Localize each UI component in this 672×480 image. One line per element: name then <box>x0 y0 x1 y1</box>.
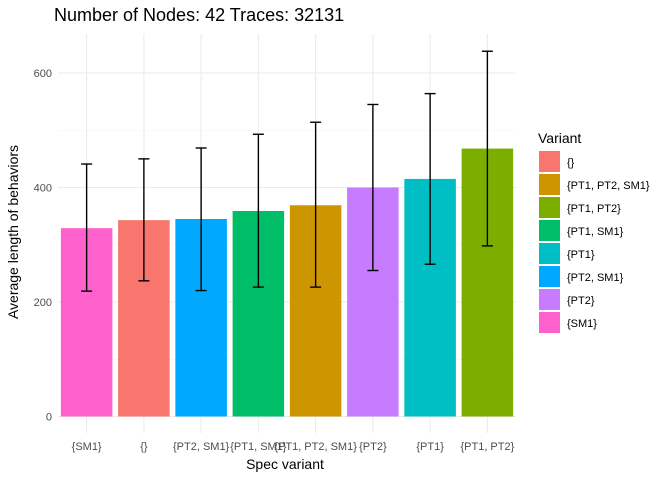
error-bar <box>138 158 150 282</box>
legend-swatch <box>539 174 560 195</box>
legend-swatch <box>539 197 560 218</box>
legend-label: {PT1, SM1} <box>567 226 624 238</box>
x-tick-label: {PT2, SM1} <box>173 441 230 453</box>
error-bar <box>195 147 207 292</box>
chart-title: Number of Nodes: 42 Traces: 32131 <box>54 5 344 25</box>
legend-swatch <box>539 266 560 287</box>
x-tick-label: {PT1, PT2} <box>460 441 514 453</box>
bars <box>60 148 514 417</box>
x-tick-label: {SM1} <box>72 441 102 453</box>
x-axis-title: Spec variant <box>246 456 324 472</box>
legend-label: {PT2} <box>567 295 595 307</box>
legend-swatch <box>539 312 560 333</box>
error-bar <box>81 163 93 292</box>
x-tick-label: {PT1} <box>416 441 444 453</box>
legend-label: {SM1} <box>567 318 597 330</box>
y-tick-label: 200 <box>34 297 52 309</box>
y-tick-label: 0 <box>46 412 52 424</box>
x-tick-label: {PT1, PT2, SM1} <box>274 441 357 453</box>
legend-label: {PT1, PT2} <box>567 203 621 215</box>
error-bars <box>81 50 493 292</box>
legend-item: {PT1} <box>539 243 595 264</box>
legend-label: {PT2, SM1} <box>567 272 624 284</box>
legend-item: {SM1} <box>539 312 597 333</box>
legend-label: {PT1, PT2, SM1} <box>567 180 650 192</box>
legend-swatch <box>539 243 560 264</box>
x-axis: {SM1} {} {PT2, SM1} {PT1, SM1}{PT1, PT2, SM… <box>72 441 515 453</box>
error-bar <box>310 121 322 288</box>
x-tick-label: {} <box>140 441 148 453</box>
error-bar <box>424 92 436 265</box>
legend-swatch <box>539 151 560 172</box>
y-axis: 0 200 400 600 <box>34 68 52 424</box>
legend-item: {PT1, PT2, SM1} <box>539 174 650 195</box>
legend-swatch <box>539 289 560 310</box>
x-tick-label: {PT2} <box>359 441 387 453</box>
y-axis-title: Average length of behaviors <box>5 145 21 319</box>
legend-item: {PT1, SM1} <box>539 220 624 241</box>
y-tick-label: 400 <box>34 183 52 195</box>
x-tick-label: {PT1, SM1} <box>230 441 287 453</box>
error-bar <box>367 103 379 272</box>
legend-item: {PT2, SM1} <box>539 266 624 287</box>
legend-label: {PT1} <box>567 249 595 261</box>
error-bar <box>481 50 493 247</box>
legend-title: Variant <box>538 130 581 146</box>
y-tick-label: 600 <box>34 68 52 80</box>
legend-item: {PT1, PT2} <box>539 197 621 218</box>
legend-item: {} <box>539 151 575 172</box>
legend: Variant {} {PT1, PT2, SM1} {PT1, PT2} {PT1,… <box>538 130 650 333</box>
error-bar <box>252 133 264 288</box>
legend-item: {PT2} <box>539 289 595 310</box>
legend-swatch <box>539 220 560 241</box>
legend-label: {} <box>567 157 575 169</box>
